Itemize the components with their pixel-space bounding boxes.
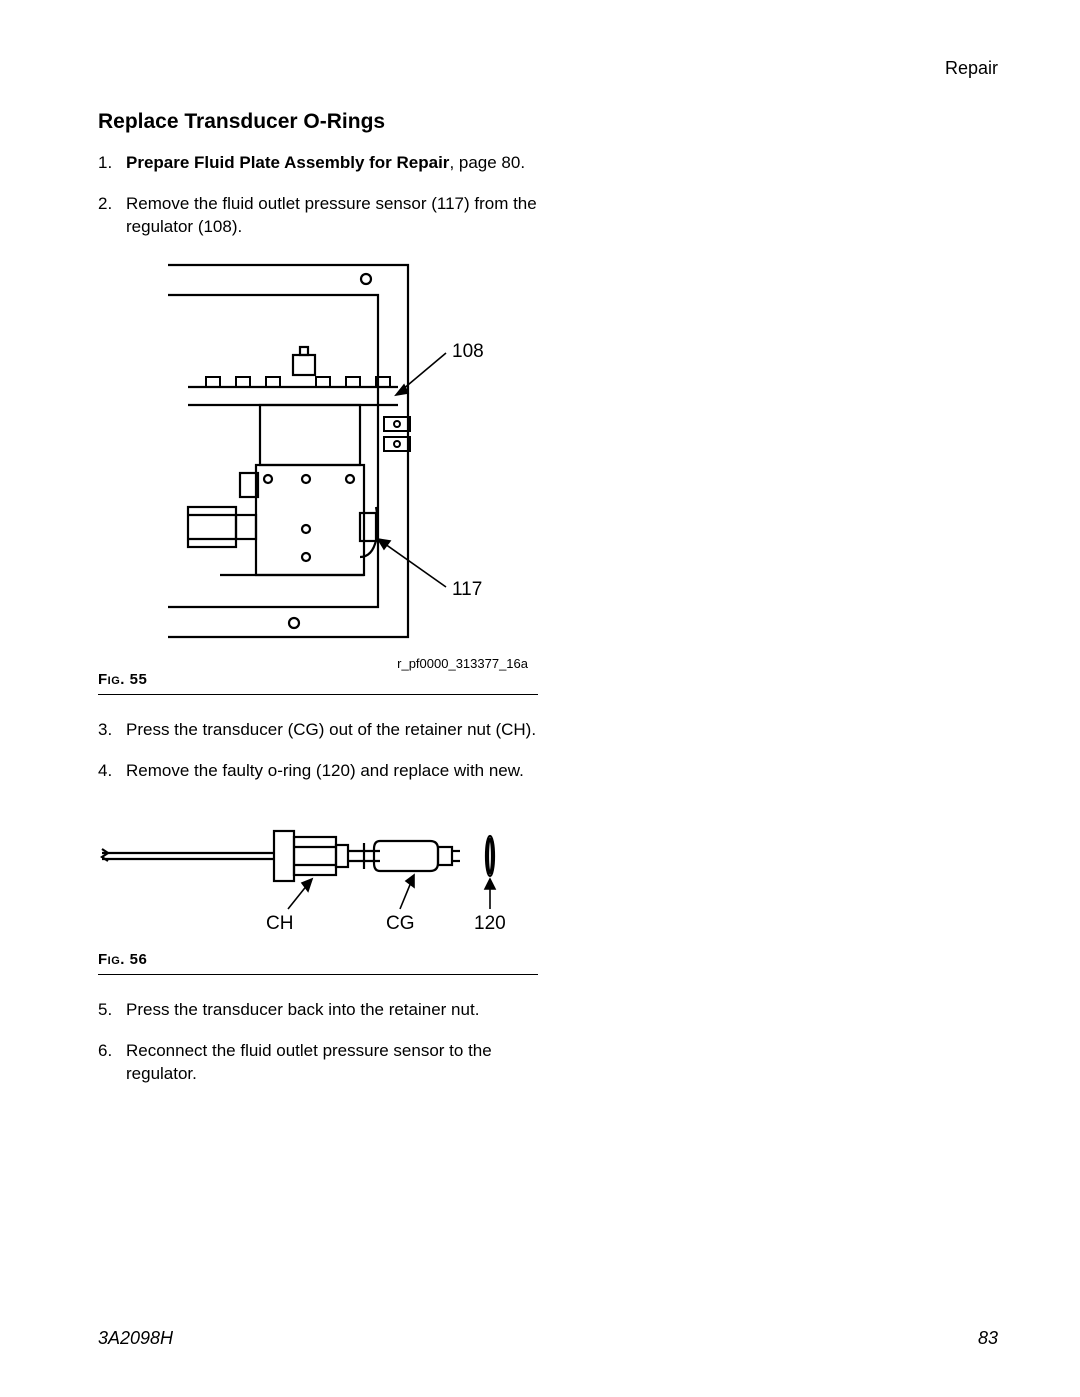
step-number: 3.	[98, 719, 126, 742]
label-120: 120	[474, 913, 506, 934]
header-section-label: Repair	[945, 58, 998, 79]
content-column: Replace Transducer O-Rings 1. Prepare Fl…	[98, 110, 538, 1104]
step-number: 5.	[98, 999, 126, 1022]
figure-55-caption: Fig. 55	[98, 671, 538, 692]
steps-list-3: 5. Press the transducer back into the re…	[98, 999, 538, 1086]
figure-56: CH CG 120 Fig. 56	[98, 801, 538, 975]
page: Repair Replace Transducer O-Rings 1. Pre…	[0, 0, 1080, 1397]
step-6: 6. Reconnect the fluid outlet pressure s…	[98, 1040, 538, 1086]
label-ch: CH	[266, 913, 293, 934]
step-3: 3. Press the transducer (CG) out of the …	[98, 719, 538, 742]
figure-56-svg: CH CG 120	[98, 801, 528, 951]
figure-55-svg: 108 117	[128, 257, 508, 652]
footer-doc-id: 3A2098H	[98, 1328, 173, 1349]
step-2: 2. Remove the fluid outlet pressure sens…	[98, 193, 538, 239]
callout-108: 108	[452, 341, 484, 362]
step-text: Prepare Fluid Plate Assembly for Repair,…	[126, 152, 525, 175]
section-title: Replace Transducer O-Rings	[98, 110, 538, 134]
step-text: Press the transducer (CG) out of the ret…	[126, 719, 536, 742]
figure-55-diagram: 108 117	[98, 257, 538, 652]
step-5: 5. Press the transducer back into the re…	[98, 999, 538, 1022]
step-1: 1. Prepare Fluid Plate Assembly for Repa…	[98, 152, 538, 175]
steps-list: 1. Prepare Fluid Plate Assembly for Repa…	[98, 152, 538, 239]
step-rest: , page 80.	[449, 153, 525, 172]
step-number: 2.	[98, 193, 126, 239]
step-text: Press the transducer back into the retai…	[126, 999, 479, 1022]
step-number: 4.	[98, 760, 126, 783]
step-text: Remove the faulty o-ring (120) and repla…	[126, 760, 524, 783]
figure-56-caption: Fig. 56	[98, 951, 538, 972]
figure-55: 108 117 r_pf0000_313377_16a Fig. 55	[98, 257, 538, 695]
step-bold: Prepare Fluid Plate Assembly for Repair	[126, 153, 449, 172]
figure-56-rule	[98, 974, 538, 975]
figure-55-credit: r_pf0000_313377_16a	[98, 656, 538, 671]
steps-list-2: 3. Press the transducer (CG) out of the …	[98, 719, 538, 783]
callout-117: 117	[452, 579, 482, 600]
label-cg: CG	[386, 913, 415, 934]
figure-55-rule	[98, 694, 538, 695]
step-4: 4. Remove the faulty o-ring (120) and re…	[98, 760, 538, 783]
footer-page-number: 83	[978, 1328, 998, 1349]
step-number: 1.	[98, 152, 126, 175]
step-text: Remove the fluid outlet pressure sensor …	[126, 193, 538, 239]
page-footer: 3A2098H 83	[98, 1328, 998, 1349]
figure-56-diagram: CH CG 120	[98, 801, 538, 951]
step-text: Reconnect the fluid outlet pressure sens…	[126, 1040, 538, 1086]
step-number: 6.	[98, 1040, 126, 1086]
